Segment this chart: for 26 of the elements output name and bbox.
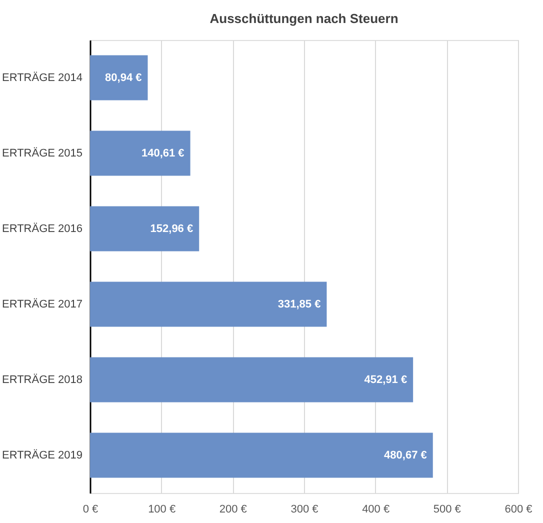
data-label: 140,61 € (141, 147, 184, 160)
bar (90, 55, 148, 100)
bar (90, 357, 414, 402)
data-label: 80,94 € (105, 72, 142, 84)
x-tick-label: 0 € (82, 504, 98, 516)
x-tick-label: 200 € (219, 504, 247, 516)
data-label: 480,67 € (384, 449, 427, 462)
x-tick-label: 500 € (433, 504, 461, 516)
x-tick-label: 300 € (290, 504, 318, 516)
x-tick-label: 400 € (362, 504, 390, 516)
bar (90, 432, 433, 478)
y-tick-label: ERTRÄGE 2015 (2, 146, 82, 160)
bar (90, 282, 327, 327)
bar (90, 206, 200, 252)
data-label: 152,96 € (150, 222, 194, 235)
y-tick-label: ERTRÄGE 2014 (2, 70, 82, 84)
data-label: 452,91 € (364, 374, 408, 386)
data-label: 331,85 € (278, 298, 321, 310)
chart-title: Ausschüttungen nach Steuern (210, 11, 398, 26)
bar (90, 130, 190, 176)
x-tick-label: 600 € (504, 504, 532, 516)
y-tick-label: ERTRÄGE 2019 (2, 448, 82, 462)
y-tick-label: ERTRÄGE 2018 (2, 372, 82, 386)
y-tick-label: ERTRÄGE 2017 (2, 297, 82, 310)
x-tick-label: 100 € (148, 504, 176, 516)
y-tick-label: ERTRÄGE 2016 (2, 222, 82, 235)
